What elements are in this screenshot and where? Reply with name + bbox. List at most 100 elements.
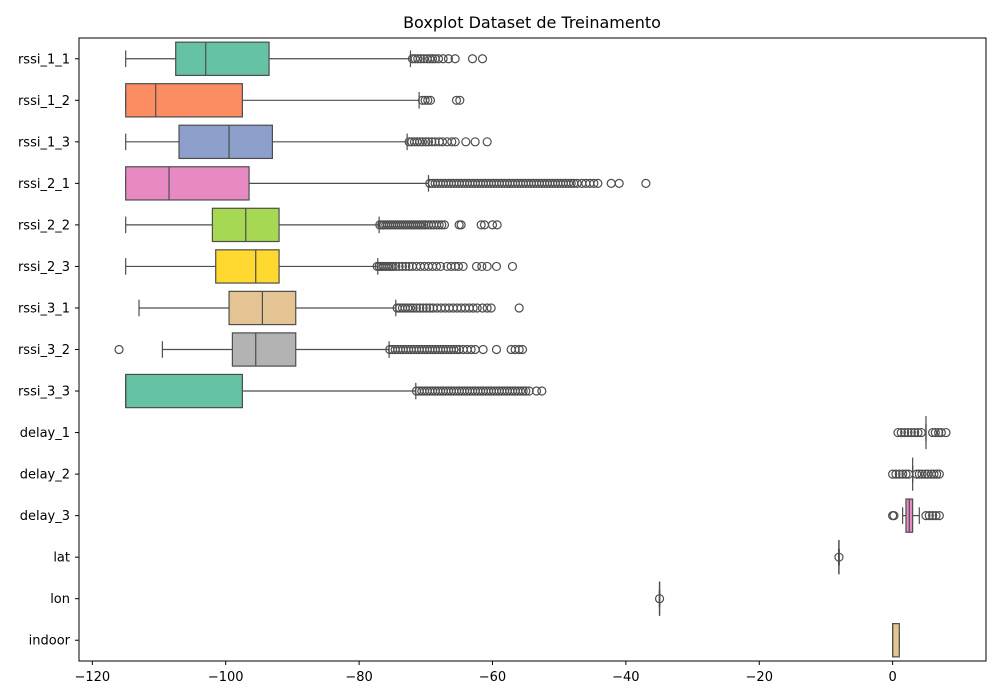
box-series-rssi-1-3 (125, 124, 492, 160)
box-series-rssi-2-1 (125, 166, 651, 201)
outlier-point (401, 261, 411, 272)
outlier-point (924, 511, 934, 521)
y-tick-label: indoor (29, 634, 71, 649)
outlier-point (397, 261, 408, 272)
outlier-point (391, 261, 401, 272)
outlier-point (470, 137, 480, 147)
outlier-point (934, 427, 944, 438)
outlier-point (434, 220, 444, 230)
y-tick-label: delay_2 (20, 468, 70, 483)
outlier-point (593, 178, 603, 188)
outlier-point (641, 178, 651, 188)
outlier-point (930, 427, 940, 438)
outlier-point (419, 54, 429, 64)
outlier-point (435, 261, 446, 272)
outlier-point (531, 386, 542, 396)
y-tick-label: rssi_3_1 (18, 301, 70, 316)
outlier-point (910, 427, 920, 438)
y-tick-label: rssi_1_1 (18, 52, 70, 67)
outlier-point (449, 344, 459, 355)
outlier-point (894, 469, 904, 479)
outlier-point (932, 469, 942, 479)
outlier-point (524, 386, 534, 396)
outlier-point (514, 344, 524, 355)
outlier-point (903, 427, 913, 438)
y-tick-label: rssi_2_2 (18, 218, 70, 233)
outlier-point (517, 344, 528, 355)
outlier-point (491, 261, 502, 272)
box-series-lon (654, 581, 665, 616)
y-tick-label: rssi_2_3 (18, 260, 70, 275)
outlier-point (421, 137, 431, 147)
outlier-point (405, 303, 416, 313)
outlier-point (589, 178, 599, 188)
box-series-rssi-3-2 (114, 332, 528, 367)
x-tick-label: 0 (888, 670, 896, 685)
outlier-point (936, 427, 946, 438)
outlier-point (425, 54, 435, 64)
box-iqr (892, 623, 900, 658)
outlier-point (458, 261, 468, 272)
outlier-point (521, 386, 531, 396)
outlier-point (518, 386, 528, 396)
box-iqr (215, 249, 280, 284)
outlier-point (394, 261, 404, 272)
outlier-point (410, 54, 420, 64)
outlier-point (455, 95, 465, 105)
x-tick-label: −60 (479, 670, 506, 685)
outlier-point (482, 261, 492, 272)
x-tick-label: −20 (746, 670, 773, 685)
box-series-delay-1 (893, 415, 951, 450)
outlier-point (510, 344, 520, 355)
outlier-point (487, 220, 498, 230)
box-iqr (125, 373, 243, 409)
outlier-point (514, 303, 524, 313)
outlier-point (415, 303, 425, 313)
box-iqr (178, 124, 274, 160)
outlier-point (606, 178, 616, 188)
outlier-point (563, 178, 574, 188)
outlier-point (476, 220, 486, 230)
outlier-point (921, 511, 931, 521)
outlier-point (412, 137, 422, 147)
outlier-point (931, 511, 941, 521)
outlier-point (913, 427, 923, 438)
outlier-point (446, 261, 456, 272)
outlier-point (920, 469, 930, 479)
box-iqr (125, 83, 243, 118)
outlier-point (486, 303, 496, 313)
outlier-point (433, 54, 444, 64)
outlier-point (447, 137, 457, 147)
x-tick-label: −80 (345, 670, 372, 685)
outlier-point (934, 511, 944, 521)
outlier-point (834, 552, 844, 562)
outlier-point (417, 137, 428, 147)
chart-title: Boxplot Dataset de Treinamento (403, 13, 661, 32)
box-series-rssi-2-2 (125, 207, 502, 243)
outlier-point (468, 303, 478, 313)
outlier-point (654, 594, 665, 604)
outlier-point (900, 427, 910, 438)
outlier-point (893, 427, 903, 438)
outlier-point (906, 427, 916, 438)
box-series-delay-3 (888, 498, 944, 533)
box-series-indoor (892, 623, 900, 658)
x-tick-label: −40 (612, 670, 639, 685)
box-series-rssi-3-3 (125, 373, 547, 409)
outlier-point (451, 344, 462, 355)
outlier-point (917, 469, 927, 479)
outlier-point (418, 303, 428, 313)
outlier-point (492, 220, 502, 230)
outlier-point (421, 303, 432, 313)
y-tick-label: rssi_3_2 (18, 343, 70, 358)
y-tick-label: lat (53, 551, 70, 566)
outlier-point (461, 137, 471, 147)
y-tick-label: lon (50, 592, 70, 607)
outlier-point (928, 511, 938, 521)
outlier-point (515, 386, 526, 396)
outlier-point (928, 427, 938, 438)
outlier-point (898, 469, 908, 479)
x-tick-label: −100 (208, 670, 244, 685)
outlier-point (427, 137, 437, 147)
